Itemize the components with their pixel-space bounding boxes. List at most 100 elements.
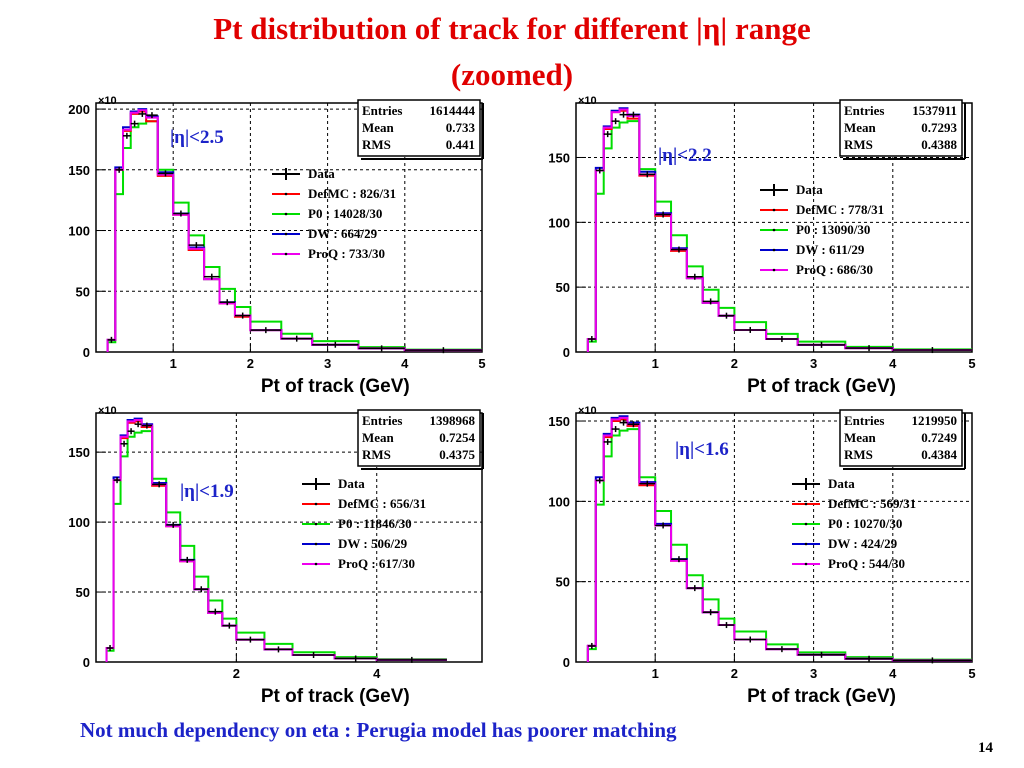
stats-box-frame [357,409,481,467]
stats-value-mean: 0.733 [446,120,476,135]
x-tick-label: 3 [324,356,331,371]
y-tick-label: 50 [76,585,90,600]
legend-entry-proq: ProQ : 686/30 [796,262,873,277]
x-tick-label: 4 [373,666,381,681]
stats-label-entries: Entries [844,413,884,428]
legend-marker [772,248,776,252]
y-tick-label: 150 [548,150,570,165]
stats-value-entries: 1219950 [912,413,958,428]
stats-value-mean: 0.7249 [921,430,957,445]
y-tick-label: 150 [68,163,90,178]
stats-label-mean: Mean [844,120,877,135]
x-tick-label: 2 [247,356,254,371]
legend-entry-defmc: DefMC : 826/31 [308,186,396,201]
y-tick-label: 50 [76,284,90,299]
series-proq-histogram [586,108,972,352]
stats-label-mean: Mean [844,430,877,445]
y-tick-label: 50 [556,280,570,295]
legend-marker [804,502,808,506]
stats-value-rms: 0.441 [446,137,475,152]
y-tick-label: 0 [83,345,90,360]
legend-entry-p0: P0 : 14028/30 [308,206,382,221]
stats-label-rms: RMS [844,137,873,152]
eta-range-label: |η|<1.9 [180,481,234,502]
x-tick-label: 2 [731,356,738,371]
eta-range-label: |η|<2.2 [658,145,712,166]
stats-label-entries: Entries [362,413,402,428]
x-tick-label: 3 [810,666,817,681]
y-tick-label: 150 [68,445,90,460]
y-tick-label: 0 [83,655,90,670]
y-exponent-label: ×10 [98,95,117,107]
legend-marker [284,192,288,196]
x-tick-label: 4 [401,356,409,371]
x-tick-label: 5 [968,356,975,371]
legend-entry-defmc: DefMC : 656/31 [338,496,426,511]
x-tick-label: 5 [478,356,485,371]
legend-entry-data: Data [338,476,365,491]
eta-range-label: |η|<2.5 [170,127,224,148]
legend-marker [314,562,318,566]
stats-value-entries: 1537911 [912,103,957,118]
legend-marker [772,228,776,232]
series-data-points [107,110,482,354]
x-tick-label: 1 [652,666,659,681]
stats-label-rms: RMS [362,137,391,152]
y-tick-label: 150 [548,414,570,429]
legend-entry-p0: P0 : 13090/30 [796,222,870,237]
legend-marker [804,522,808,526]
slide-title-line1: Pt distribution of track for different |… [213,11,811,46]
legend: Data DefMC : 778/31 P0 : 13090/30 DW : 611/… [760,182,884,277]
series-data-points [587,419,972,664]
stats-label-entries: Entries [844,103,884,118]
series-proq-histogram [106,109,482,352]
x-axis-label: Pt of track (GeV) [261,376,410,397]
y-tick-label: 100 [548,494,570,509]
legend-entry-dw: DW : 664/29 [308,226,378,241]
y-tick-label: 200 [68,102,90,117]
axes: 0 50 100 150 200 1 2 3 4 5 ×10 Pt of track (GeV) [68,95,485,397]
histogram-panel-eta-1-6: 0 50 100 150 1 2 3 4 5 ×10 Pt of track (GeV) Entrie… [548,405,975,707]
legend: Data DefMC : 826/31 P0 : 14028/30 DW : 664/… [272,166,396,261]
legend-marker [284,212,288,216]
legend-entry-data: Data [828,476,855,491]
stats-box: Entries 1219950 Mean 0.7249 RMS 0.4384 [839,409,966,470]
legend-entry-data: Data [308,166,335,181]
stats-box: Entries 1614444 Mean 0.733 RMS 0.441 [357,99,484,160]
footer-note: Not much dependency on eta : Perugia mod… [80,718,677,742]
legend-marker [804,562,808,566]
y-tick-label: 100 [548,215,570,230]
stats-value-mean: 0.7254 [439,430,475,445]
stats-label-rms: RMS [844,447,873,462]
legend-entry-defmc: DefMC : 569/31 [828,496,916,511]
histogram-panel-eta-1-9: 0 50 100 150 2 4 ×10 Pt of track (GeV) Entries 13… [68,405,484,707]
histogram-panel-eta-2-2: 0 50 100 150 1 2 3 4 5 ×10 Pt of track (GeV) Entrie… [548,95,975,397]
x-tick-label: 4 [889,666,897,681]
x-axis-label: Pt of track (GeV) [747,686,896,707]
stats-box-frame [839,99,963,157]
series-proq-histogram [105,418,447,662]
x-axis-label: Pt of track (GeV) [747,376,896,397]
x-tick-label: 2 [731,666,738,681]
stats-value-rms: 0.4375 [439,447,475,462]
legend-marker [772,268,776,272]
x-tick-label: 1 [652,356,659,371]
stats-label-mean: Mean [362,430,395,445]
legend-entry-data: Data [796,182,823,197]
histogram-panel-eta-2-5: 0 50 100 150 200 1 2 3 4 5 ×10 Pt of track (GeV) Ent… [68,95,485,397]
x-tick-label: 3 [810,356,817,371]
axes: 0 50 100 150 1 2 3 4 5 ×10 Pt of track (GeV) [548,95,975,397]
legend-marker [804,542,808,546]
stats-label-mean: Mean [362,120,395,135]
x-tick-label: 2 [233,666,240,681]
stats-value-rms: 0.4384 [921,447,957,462]
legend-entry-proq: ProQ : 733/30 [308,246,385,261]
y-tick-label: 100 [68,224,90,239]
series-data-points [587,111,972,354]
axes: 0 50 100 150 1 2 3 4 5 ×10 Pt of track (GeV) [548,405,975,707]
series-proq-histogram [586,416,972,662]
eta-range-label: |η|<1.6 [675,439,729,460]
legend-entry-defmc: DefMC : 778/31 [796,202,884,217]
legend-entry-dw: DW : 611/29 [796,242,865,257]
page-number: 14 [978,740,993,756]
